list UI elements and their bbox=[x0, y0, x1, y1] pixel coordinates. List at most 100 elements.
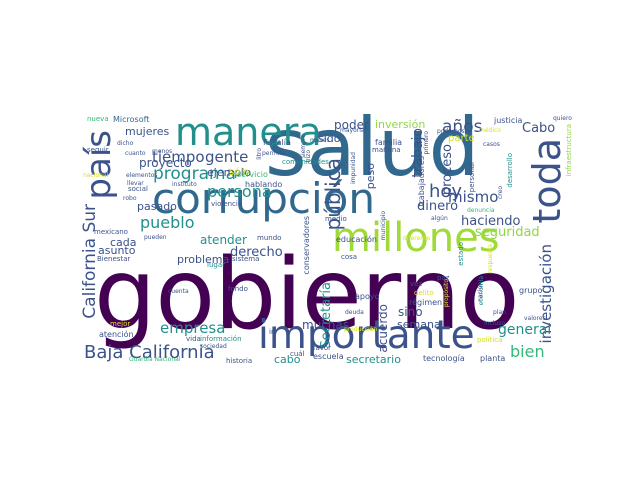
word-bienestar: Bienestar bbox=[97, 255, 131, 263]
word-solo: sólo bbox=[229, 167, 250, 178]
word-gente: gente bbox=[205, 148, 249, 166]
word-algun: algún bbox=[431, 215, 448, 222]
word-asunto: asunto bbox=[98, 244, 136, 257]
word-politica: política bbox=[477, 336, 503, 344]
word-cual: cuál bbox=[290, 350, 305, 358]
word-anos: años bbox=[442, 117, 483, 137]
word-pasado: pasado bbox=[137, 200, 177, 213]
word-hablando: hablando bbox=[245, 180, 283, 189]
word-seguridad: seguridad bbox=[475, 225, 540, 240]
word-valores: valores bbox=[524, 315, 546, 322]
word-programa: programa bbox=[153, 164, 236, 184]
word-vida: vida bbox=[186, 335, 201, 343]
word-menos: menos bbox=[152, 148, 173, 155]
word-microsoft: Microsoft bbox=[113, 115, 150, 124]
word-escuela: escuela bbox=[313, 352, 344, 361]
word-bien: bien bbox=[510, 342, 545, 361]
word-llevar: llevar bbox=[127, 180, 144, 187]
word-guardia-nacional: Guardia Nacional bbox=[129, 356, 181, 363]
word-plan: plan bbox=[493, 309, 506, 316]
word-nacional: nacional bbox=[83, 172, 109, 179]
word-mismo: mismo bbox=[448, 188, 499, 206]
word-social: social bbox=[128, 185, 148, 193]
word-municipio: municipio bbox=[380, 211, 387, 241]
word-medio: medio bbox=[325, 215, 347, 223]
word-cabo-h: Cabo bbox=[522, 121, 556, 136]
word-tiempo: tiempo bbox=[152, 148, 205, 166]
word-fiscalia: fiscalía bbox=[263, 138, 291, 147]
word-mejor: mejor bbox=[110, 320, 131, 328]
word-justicia: justicia bbox=[494, 116, 523, 125]
word-delito: delito bbox=[414, 289, 434, 297]
word-manera: manera bbox=[175, 110, 322, 154]
word-favor: favor bbox=[313, 344, 332, 352]
word-comunidades: comunidades bbox=[282, 158, 329, 166]
word-informacion: información bbox=[200, 335, 242, 343]
word-pueblo: pueblo bbox=[140, 213, 195, 232]
word-derecho: derecho bbox=[230, 245, 283, 260]
word-litro: litro bbox=[256, 148, 263, 160]
word-sino: sino bbox=[398, 305, 423, 319]
word-diferente: diferente bbox=[403, 235, 431, 242]
word-medico: médico bbox=[479, 127, 501, 134]
word-mayoria: mayoria bbox=[340, 127, 365, 134]
word-quiero: quiero bbox=[553, 115, 572, 122]
word-lugar: lugar bbox=[207, 261, 225, 269]
word-mujeres: mujeres bbox=[125, 125, 170, 138]
word-acuerdo: acuerdo bbox=[376, 304, 390, 353]
word-historia: historia bbox=[226, 357, 253, 365]
word-proceso: proceso bbox=[440, 144, 455, 196]
word-corrupcion: corrupción bbox=[152, 174, 375, 223]
word-hizo: hizo bbox=[305, 150, 312, 163]
word-pueden: pueden bbox=[144, 234, 167, 241]
word-servicio: servicio bbox=[237, 170, 268, 179]
word-cuenta: cuenta bbox=[168, 288, 189, 295]
word-elementos: elementos bbox=[126, 172, 158, 179]
word-dinero: dinero bbox=[417, 199, 459, 214]
word-cuanto: cuanto bbox=[125, 150, 146, 157]
word-instituto: instituto bbox=[172, 181, 197, 188]
word-inversion: inversión bbox=[375, 118, 426, 131]
word-sido: sido bbox=[318, 132, 341, 145]
word-persona: persona bbox=[207, 182, 272, 201]
word-meses: meses bbox=[310, 137, 330, 144]
word-secretario: secretario bbox=[346, 353, 401, 366]
word-ejemplo: ejemplo bbox=[207, 166, 252, 179]
word-planta: planta bbox=[480, 354, 506, 363]
word-poder: poder bbox=[334, 118, 369, 132]
word-robo: robo bbox=[123, 195, 137, 202]
word-sistema: sistema bbox=[232, 255, 260, 263]
word-gobierno: gobierno bbox=[94, 238, 520, 352]
word-sociedad: sociedad bbox=[200, 343, 227, 350]
word-parte: parte bbox=[448, 133, 475, 144]
word-familia: familia bbox=[375, 138, 403, 147]
word-permite: permite bbox=[262, 150, 286, 157]
word-cosa: cosa bbox=[341, 253, 358, 261]
word-mundo: mundo bbox=[257, 234, 282, 242]
word-mexicano: mexicano bbox=[94, 228, 128, 236]
word-secretaria: Secretaría bbox=[319, 282, 334, 349]
word-problema: problema bbox=[177, 253, 230, 266]
word-importante: importante bbox=[258, 313, 475, 358]
word-nueva: nueva bbox=[87, 115, 109, 123]
word-tecnologia: tecnología bbox=[423, 354, 465, 363]
word-apoyo: apoyo bbox=[355, 292, 380, 301]
word-salud: salud bbox=[265, 108, 480, 194]
word-proposito: propósito bbox=[443, 279, 450, 308]
word-seguir: seguir bbox=[87, 146, 109, 154]
word-cada: cada bbox=[110, 236, 137, 249]
word-trabajadores: trabajadores bbox=[417, 156, 426, 207]
word-ir: ir bbox=[269, 328, 274, 336]
word-impunidad: impunidad bbox=[350, 152, 357, 184]
word-violencia: violencia bbox=[211, 200, 243, 208]
word-incluso: incluso bbox=[484, 320, 506, 327]
word-pais: país bbox=[80, 130, 119, 200]
word-denuncia: denuncia bbox=[467, 207, 495, 214]
word-primero: primero bbox=[423, 131, 430, 155]
word-estado: estado bbox=[457, 242, 465, 266]
word-dicho: dicho bbox=[117, 140, 134, 147]
word-casos: casos bbox=[483, 141, 500, 148]
word-respuesta: respuesta bbox=[487, 244, 494, 274]
word-regimen: régimen bbox=[409, 298, 443, 307]
word-hoy: hoy bbox=[429, 181, 463, 202]
